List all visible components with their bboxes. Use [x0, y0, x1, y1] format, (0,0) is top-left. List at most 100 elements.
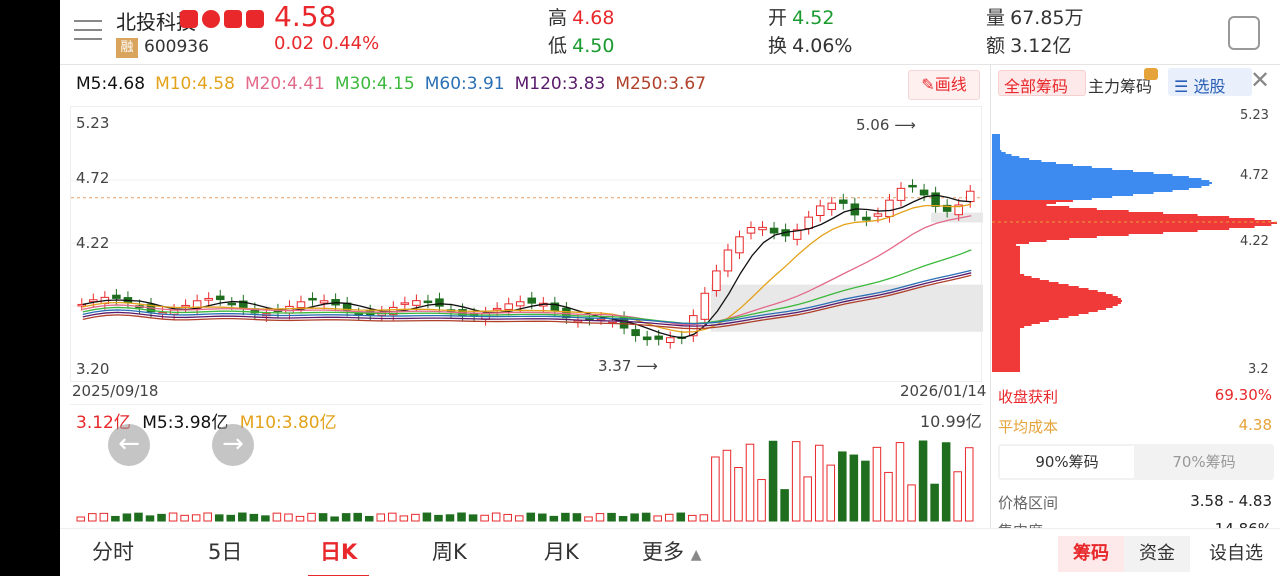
volume-bar	[88, 513, 97, 522]
close-icon[interactable]: ✕	[1250, 66, 1271, 94]
chip-bar	[992, 140, 1000, 142]
current-price: 4.58	[274, 0, 337, 33]
chip-bar	[992, 134, 1000, 136]
chip-button[interactable]: 筹码	[1058, 536, 1124, 572]
volume-bar	[111, 515, 120, 522]
volume-bar	[249, 513, 259, 522]
tab-intraday[interactable]: 分时	[92, 540, 134, 564]
next-arrow-button[interactable]: →	[212, 424, 254, 466]
ma-10: M10:4.58	[155, 74, 235, 94]
netease-icon[interactable]	[224, 10, 242, 28]
add-watchlist-button[interactable]: 设自选	[1209, 543, 1263, 564]
volume-bar	[468, 514, 478, 522]
volume-chart[interactable]	[70, 404, 982, 522]
tab-more-label: 更多	[642, 540, 684, 564]
volume-bar	[330, 516, 339, 522]
tab-more[interactable]: 更多 ▲	[642, 536, 701, 566]
profit-label: 收盘获利	[998, 388, 1059, 406]
price-axis-label: 3.20	[76, 360, 110, 378]
chip-bar	[992, 280, 1049, 282]
draw-line-button[interactable]: ✎画线	[908, 70, 980, 100]
ma-5: M5:4.68	[76, 74, 146, 94]
chip-bar	[992, 290, 1098, 292]
volume-bar	[514, 515, 524, 522]
menu-icon[interactable]	[74, 16, 104, 44]
price-change-pct: 0.44%	[322, 33, 380, 54]
weibo-eye-icon[interactable]	[202, 10, 220, 28]
margin-badge: 融	[116, 38, 138, 58]
chip-bar	[992, 282, 1059, 284]
chip-tab-select-label[interactable]: ☰ 选股	[1174, 73, 1225, 97]
range-tab-90[interactable]: 90%筹码	[1000, 446, 1134, 478]
chip-bar	[992, 162, 1057, 164]
chip-bar	[992, 304, 1118, 306]
tab-weekly-k[interactable]: 周K	[432, 540, 467, 564]
volume-bar	[145, 515, 155, 522]
chip-bar	[992, 324, 1032, 326]
share-icons[interactable]	[180, 10, 264, 32]
chip-chart	[992, 104, 1280, 380]
chip-bar	[992, 270, 1020, 272]
candle-body	[827, 202, 837, 211]
chip-bar	[992, 206, 1070, 208]
candle-body	[815, 205, 825, 216]
candle-body	[77, 303, 87, 307]
chip-bar	[992, 248, 1020, 250]
quote-turnover-label: 换	[768, 35, 788, 57]
candle-body	[296, 301, 306, 308]
tag-icon[interactable]	[246, 10, 264, 28]
profit-value: 69.30%	[1214, 386, 1272, 404]
volume-bar	[561, 512, 570, 522]
volume-bar	[364, 515, 374, 522]
chip-tab-select[interactable]	[1168, 68, 1252, 96]
chip-bar	[992, 356, 1020, 358]
candle-body	[896, 187, 906, 201]
candle-body	[435, 298, 444, 307]
chip-bar	[992, 266, 1020, 268]
volume-bar	[826, 464, 836, 522]
ma-line	[82, 274, 972, 330]
tab-monthly-k[interactable]: 月K	[544, 540, 579, 564]
range-tab-70[interactable]: 70%筹码	[1172, 453, 1236, 471]
ma-line	[82, 269, 972, 325]
chip-tab-main[interactable]: 主力筹码	[1088, 77, 1153, 96]
tab-5day[interactable]: 5日	[208, 540, 243, 564]
rotate-screen-icon[interactable]	[1228, 16, 1260, 50]
prev-arrow-button[interactable]: ←	[108, 424, 150, 466]
date-start: 2025/09/18	[72, 382, 159, 400]
capital-button[interactable]: 资金	[1124, 536, 1190, 572]
chip-bar	[992, 220, 1272, 222]
candle-body	[527, 297, 537, 304]
kline-svg	[71, 179, 983, 349]
weibo-icon[interactable]	[180, 10, 198, 28]
volume-bar	[780, 489, 789, 522]
chip-bar	[992, 366, 1020, 368]
chip-tab-all-label[interactable]: 全部筹码	[1004, 77, 1069, 96]
quote-open-value: 4.52	[792, 7, 835, 29]
chip-bar	[992, 344, 1020, 346]
ma-line	[82, 215, 972, 326]
chip-bar	[992, 182, 1212, 184]
list-icon: ☰	[1174, 77, 1189, 96]
chip-tab-all[interactable]	[998, 70, 1086, 96]
volume-bar	[168, 512, 178, 522]
ma-line	[82, 272, 972, 327]
volume-bar	[399, 515, 409, 522]
candle-body	[423, 300, 433, 304]
chip-bar	[992, 224, 1272, 226]
kline-chart[interactable]	[70, 106, 983, 382]
chip-bar	[992, 216, 1230, 218]
volume-bar	[572, 513, 582, 522]
chip-bar	[992, 136, 1000, 138]
volume-bar	[953, 471, 962, 522]
quote-amount: 额 3.12亿	[986, 31, 1071, 58]
chip-bar	[992, 276, 1032, 278]
chip-bar	[992, 184, 1210, 186]
chip-bar	[992, 208, 1097, 210]
quote-high: 高 4.68	[548, 3, 614, 30]
volume-bar	[411, 513, 420, 522]
chip-axis-label: 5.23	[1240, 108, 1269, 123]
chip-bar	[992, 268, 1020, 270]
volume-bar	[422, 512, 432, 522]
tab-daily-k[interactable]: 日K	[307, 536, 370, 576]
